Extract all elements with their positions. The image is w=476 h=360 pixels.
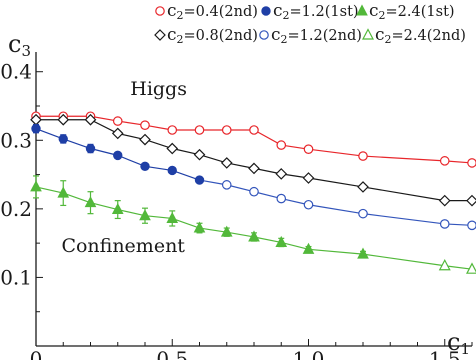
data-point: [140, 161, 150, 172]
legend-entry: c2=1.2(1st): [261, 1, 359, 22]
data-point: [85, 143, 96, 154]
legend: c2=0.4(2nd) c2=1.2(1st) c2=2.4(1st) c2=0.8(…: [154, 1, 466, 46]
data-point: [194, 125, 205, 135]
series-line: [362, 253, 473, 270]
data-point: [84, 196, 97, 208]
x-tick-label: 0.5: [156, 347, 188, 360]
legend-entry: c2=2.4(1st): [356, 1, 455, 22]
series-line: [36, 115, 473, 164]
legend-entry: c2=0.8(2nd): [154, 25, 258, 46]
labels: Higgs Confinement: [61, 78, 187, 257]
data-point: [302, 242, 315, 254]
data-point: [303, 199, 314, 210]
legend-label: c2=0.4(2nd): [167, 1, 258, 22]
data-point: [302, 172, 315, 184]
data-point: [139, 133, 151, 146]
x-tick-label: 1.5: [429, 347, 461, 360]
data-point: [357, 247, 369, 259]
data-point: [167, 125, 178, 135]
legend-label: c2=2.4(1st): [369, 1, 455, 22]
data-point: [248, 230, 260, 242]
data-point: [362, 28, 374, 40]
data-point: [194, 175, 205, 185]
data-point: [303, 144, 314, 154]
legend-entry: c2=1.2(2nd): [259, 25, 362, 46]
data-point: [438, 258, 451, 271]
data-point: [166, 142, 179, 155]
y-tick-label: 0.1: [0, 265, 32, 289]
data-point: [30, 180, 42, 192]
y-axis-title: c3: [8, 30, 31, 60]
data-point: [358, 151, 368, 161]
x-tick-label: 0: [30, 347, 43, 360]
data-point: [248, 162, 260, 175]
data-point: [439, 219, 450, 229]
data-point: [275, 235, 288, 247]
series-line: [36, 119, 472, 202]
data-point: [166, 211, 179, 223]
data-point: [438, 194, 451, 207]
region-label: Confinement: [61, 235, 185, 257]
data-point: [356, 4, 368, 16]
data-point: [259, 30, 269, 40]
legend-label: c2=1.2(2nd): [271, 25, 362, 46]
data-point: [466, 194, 476, 207]
data-point: [249, 186, 259, 197]
data-point: [84, 113, 97, 126]
y-tick-label: 0.4: [0, 60, 32, 84]
data-point: [154, 29, 166, 41]
x-axis-title: c1: [447, 328, 470, 358]
region-label: Higgs: [130, 78, 187, 100]
data-point: [113, 150, 123, 161]
data-point: [111, 127, 124, 140]
data-point: [31, 123, 41, 134]
x-tick-label: 1.0: [293, 347, 325, 360]
legend-entry: c2=2.4(2nd): [362, 25, 466, 46]
legend-label: c2=0.8(2nd): [167, 25, 258, 46]
data-point: [193, 148, 206, 161]
legend-label: c2=1.2(1st): [273, 1, 359, 22]
data-point: [221, 180, 232, 190]
series-markers: [30, 111, 476, 274]
y-tick-label: 0.3: [0, 128, 32, 152]
data-point: [276, 140, 287, 150]
data-point: [155, 6, 165, 16]
data-point: [357, 181, 369, 193]
data-point: [139, 209, 151, 221]
data-point: [220, 157, 233, 169]
data-point: [111, 202, 124, 215]
data-point: [466, 262, 476, 274]
data-point: [467, 220, 476, 231]
data-point: [140, 120, 150, 130]
data-point: [221, 125, 232, 135]
legend-label: c2=2.4(2nd): [375, 25, 466, 46]
data-point: [275, 168, 288, 180]
data-point: [167, 165, 177, 176]
data-point: [261, 6, 271, 16]
axes: 0.1 0.2 0.3 0.4 0 0.5 1.0 1.5 c3 c1: [0, 30, 473, 360]
data-point: [112, 116, 123, 126]
data-point: [276, 193, 287, 204]
data-point: [57, 113, 70, 126]
y-tick-label: 0.2: [0, 197, 32, 221]
data-point: [358, 208, 368, 219]
legend-entry: c2=0.4(2nd): [155, 1, 258, 22]
data-point: [57, 186, 70, 198]
series-line: [199, 179, 473, 226]
data-point: [467, 158, 476, 168]
data-point: [249, 125, 259, 135]
data-point: [220, 225, 233, 237]
data-point: [58, 134, 68, 144]
series-line: [35, 186, 364, 255]
data-point: [193, 221, 206, 233]
data-point: [439, 156, 450, 166]
